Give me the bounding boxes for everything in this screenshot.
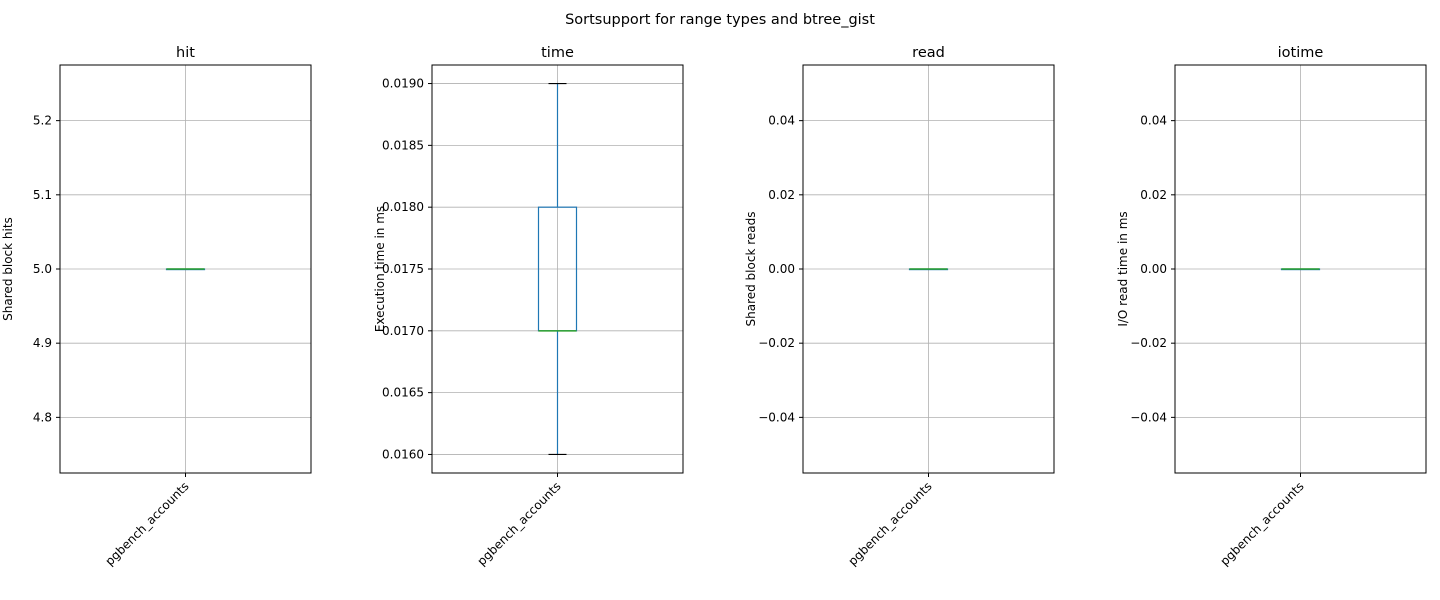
y-tick-label: 0.0190 (382, 77, 424, 91)
panel-title: time (541, 45, 574, 61)
panel-title: iotime (1278, 45, 1324, 61)
x-tick-label: pgbench_accounts (474, 479, 563, 568)
y-tick-label: 0.02 (768, 188, 795, 202)
y-tick-label: 4.9 (33, 336, 52, 350)
y-axis-label: I/O read time in ms (1116, 211, 1130, 326)
panels: 4.8 4.9 5.0 5.1 5.2 pgbench_accounts hit Shared… (1, 45, 1427, 568)
y-tick-label: 0.00 (768, 262, 795, 276)
y-tick-label: −0.02 (1130, 336, 1167, 350)
y-axis-label: Shared block hits (1, 217, 15, 321)
y-axis-label: Shared block reads (744, 212, 758, 327)
panel-hit: 4.8 4.9 5.0 5.1 5.2 pgbench_accounts hit Shared… (1, 45, 312, 568)
panel-read: −0.04 −0.02 0.00 0.02 0.04 pgbench_accounts re… (744, 45, 1055, 568)
panel-title: hit (176, 45, 195, 61)
y-tick-label: 0.0185 (382, 138, 424, 152)
y-tick-label: −0.04 (758, 410, 795, 424)
panel-title: read (912, 45, 945, 61)
y-axis-label: Execution time in ms (373, 206, 387, 332)
figure-title: Sortsupport for range types and btree_gi… (565, 12, 875, 28)
y-tick-label: 0.0160 (382, 447, 424, 461)
y-tick-label: 0.04 (1140, 114, 1167, 128)
y-tick-label: 4.8 (33, 410, 52, 424)
y-tick-label: 0.0170 (382, 324, 424, 338)
y-tick-label: 0.0175 (382, 262, 424, 276)
y-tick-label: 0.02 (1140, 188, 1167, 202)
y-tick-label: 0.0180 (382, 200, 424, 214)
y-tick-label: 5.0 (33, 262, 52, 276)
y-tick-label: 5.1 (33, 188, 52, 202)
x-tick-label: pgbench_accounts (102, 479, 191, 568)
panel-iotime: −0.04 −0.02 0.00 0.02 0.04 pgbench_accounts io… (1116, 45, 1427, 568)
y-tick-label: −0.02 (758, 336, 795, 350)
y-tick-label: 0.0165 (382, 386, 424, 400)
x-tick-label: pgbench_accounts (845, 479, 934, 568)
y-tick-label: 0.04 (768, 114, 795, 128)
panel-time: 0.0160 0.0165 0.0170 0.0175 0.0180 0.0185 0.01… (373, 45, 684, 568)
y-tick-label: 5.2 (33, 114, 52, 128)
x-tick-label: pgbench_accounts (1217, 479, 1306, 568)
y-tick-label: −0.04 (1130, 410, 1167, 424)
y-tick-label: 0.00 (1140, 262, 1167, 276)
